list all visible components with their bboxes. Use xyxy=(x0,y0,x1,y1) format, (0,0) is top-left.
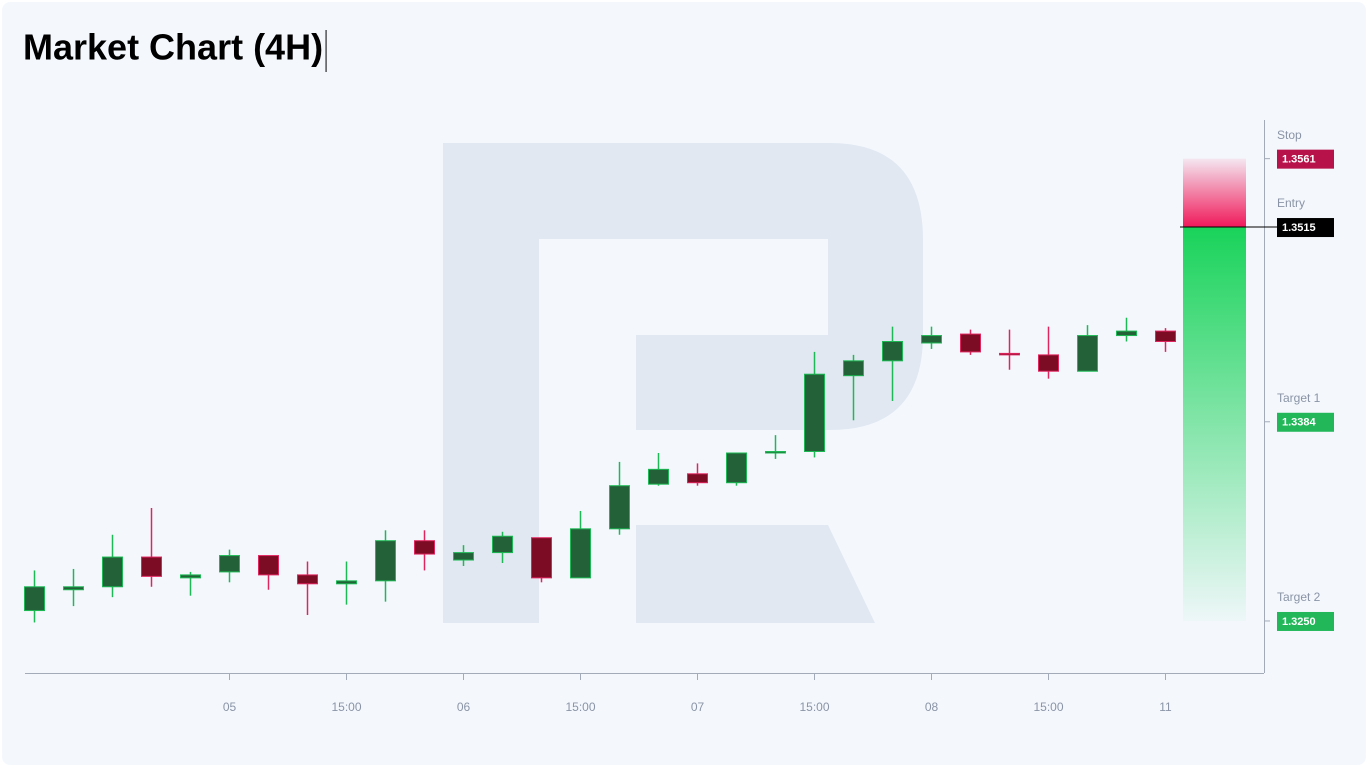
candle-body xyxy=(414,540,435,555)
candle-body xyxy=(531,537,552,579)
candle-body xyxy=(219,555,240,573)
candle-body xyxy=(726,452,747,484)
level-badge xyxy=(1277,149,1334,169)
candle-body xyxy=(375,540,396,582)
candle-body xyxy=(882,340,903,362)
x-tick-label: 11 xyxy=(1159,700,1172,714)
x-tick-label: 08 xyxy=(925,700,939,714)
candle-body xyxy=(1038,354,1059,372)
candle-body xyxy=(999,352,1020,356)
reward-zone xyxy=(1183,227,1246,621)
candle-body xyxy=(336,580,357,585)
level-name: Target 1 xyxy=(1277,391,1321,405)
x-tick-label: 07 xyxy=(691,700,705,714)
risk-zone xyxy=(1183,158,1246,228)
candle-body xyxy=(921,335,942,344)
candle-body xyxy=(258,555,279,576)
candle-body xyxy=(63,586,84,591)
candle-body xyxy=(492,535,513,554)
candle-body xyxy=(141,556,162,577)
candle-body xyxy=(180,574,201,579)
level-value: 1.3384 xyxy=(1282,417,1317,429)
candle-body xyxy=(24,586,45,612)
x-tick-label: 06 xyxy=(457,700,471,714)
level-badge xyxy=(1277,412,1334,432)
x-tick-label: 15:00 xyxy=(1033,700,1063,714)
level-value: 1.3250 xyxy=(1282,616,1316,628)
candle-body xyxy=(297,574,318,585)
candle-body xyxy=(453,552,474,561)
candle-body xyxy=(960,333,981,353)
candle-body xyxy=(1077,335,1098,372)
candle-body xyxy=(765,451,786,454)
x-tick-label: 15:00 xyxy=(799,700,829,714)
candle-body xyxy=(102,556,123,588)
level-badge xyxy=(1277,611,1334,631)
x-tick-label: 15:00 xyxy=(331,700,361,714)
level-name: Entry xyxy=(1277,196,1305,210)
level-name: Stop xyxy=(1277,128,1302,142)
chart-title: Market Chart (4H) xyxy=(23,27,323,68)
candle-body xyxy=(804,373,825,453)
candle-body xyxy=(570,528,591,579)
candle-body xyxy=(843,360,864,377)
candle-body xyxy=(1116,330,1137,337)
candle-body xyxy=(1155,330,1176,342)
level-name: Target 2 xyxy=(1277,590,1321,604)
watermark xyxy=(443,143,923,623)
x-tick-label: 05 xyxy=(223,700,237,714)
candle-body xyxy=(609,485,630,530)
candle-body xyxy=(687,473,708,484)
level-value: 1.3561 xyxy=(1282,154,1316,166)
level-value: 1.3515 xyxy=(1282,222,1316,234)
candle-body xyxy=(648,468,669,485)
x-tick-label: 15:00 xyxy=(565,700,595,714)
level-badge xyxy=(1277,218,1334,238)
